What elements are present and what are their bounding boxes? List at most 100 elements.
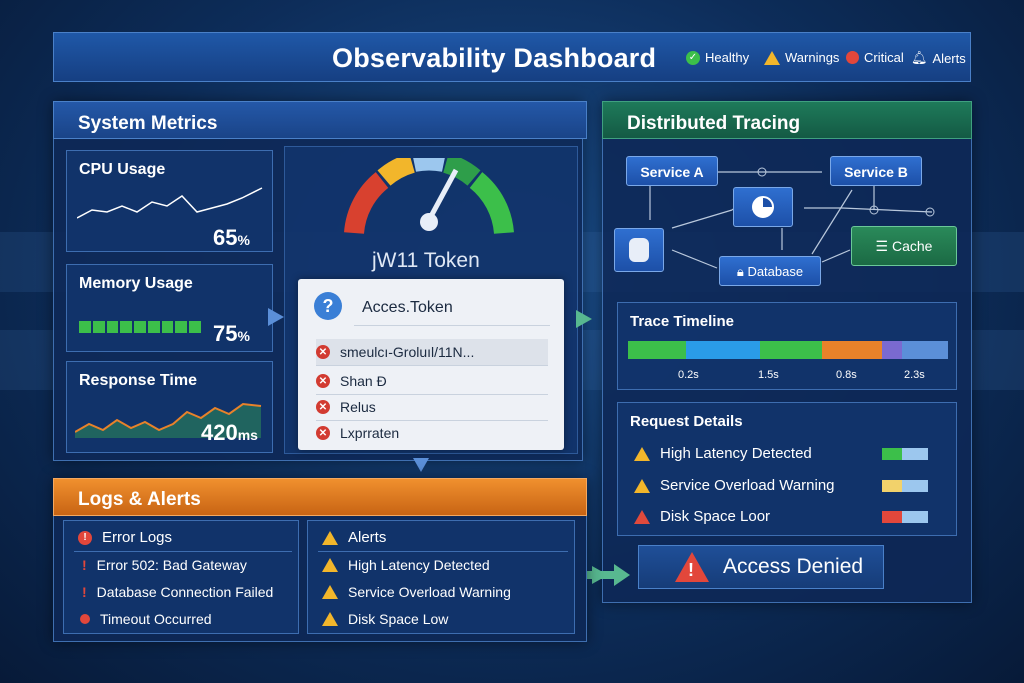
token-row[interactable]: ✕ Lxprraten <box>316 420 548 446</box>
request-detail-item[interactable]: Service Overload Warning <box>634 477 835 494</box>
response-time-label: Response Time <box>79 372 197 389</box>
token-row-text: Relus <box>340 399 376 415</box>
alert-entry-text: Disk Space Low <box>348 611 449 627</box>
memory-usage-card[interactable]: Memory Usage 75% <box>66 264 273 352</box>
exclamation-icon: ! <box>82 584 87 600</box>
help-icon[interactable]: ? <box>314 292 342 320</box>
status-bar <box>882 480 928 492</box>
cache-icon: ☰ <box>875 238 892 254</box>
flow-arrow-shaft <box>586 571 616 579</box>
alerts-title: Alerts <box>348 529 387 546</box>
trace-timeline-card[interactable]: Trace Timeline 0.2s 1.5s 0.8s 2.3s <box>617 302 957 390</box>
divider <box>74 551 292 552</box>
error-dot-icon: ! <box>78 530 92 545</box>
timeline-tick: 0.8s <box>836 369 857 381</box>
warning-icon <box>322 530 338 545</box>
log-entry[interactable]: ! Database Connection Failed <box>82 584 273 600</box>
alerts-title-row: Alerts <box>322 529 386 546</box>
memory-usage-value: 75% <box>213 321 250 346</box>
database-node[interactable]: 🔒︎ Database <box>719 256 821 286</box>
token-row[interactable]: ✕ smeulcı-Groluıl/11N... <box>316 339 548 366</box>
token-row[interactable]: ✕ Relus <box>316 394 548 421</box>
alerts-card[interactable]: Alerts High Latency Detected Service Ove… <box>307 520 575 634</box>
token-row[interactable]: ✕ Shan Ð <box>316 368 548 395</box>
cpu-usage-card[interactable]: CPU Usage 65% <box>66 150 273 252</box>
service-a-node[interactable]: Service A <box>626 156 718 186</box>
error-triangle-icon <box>634 509 650 524</box>
page-title: Observability Dashboard <box>332 43 657 73</box>
storage-node[interactable] <box>614 228 664 272</box>
alert-entry[interactable]: Disk Space Low <box>322 611 448 627</box>
error-logs-title-row: ! Error Logs <box>78 529 172 546</box>
exclamation-icon: ! <box>82 557 87 573</box>
check-icon: ✓ <box>686 50 700 65</box>
timeline-tick: 1.5s <box>758 369 779 381</box>
log-entry-text: Error 502: Bad Gateway <box>96 557 247 573</box>
legend-label: Alerts <box>932 50 966 66</box>
flow-arrow <box>268 308 284 326</box>
response-sparkline <box>75 402 262 438</box>
legend-label: Warnings <box>785 50 840 65</box>
memory-progress-bar <box>79 321 202 333</box>
legend-critical[interactable]: Critical <box>846 50 904 65</box>
legend-warnings[interactable]: Warnings <box>764 50 839 65</box>
request-details-card[interactable]: Request Details High Latency Detected Se… <box>617 402 957 536</box>
service-b-node[interactable]: Service B <box>830 156 922 186</box>
legend-healthy[interactable]: ✓ Healthy <box>686 50 749 65</box>
legend-label: Critical <box>864 50 904 65</box>
log-entry-text: Database Connection Failed <box>96 584 274 600</box>
timeout-icon <box>80 614 90 624</box>
warning-icon <box>322 585 338 599</box>
request-detail-text: Service Overload Warning <box>660 477 835 494</box>
access-denied-text: Access Denied <box>723 555 864 578</box>
response-time-card[interactable]: Response Time 420ms <box>66 361 273 453</box>
error-x-icon: ✕ <box>316 345 330 359</box>
database-icon <box>629 238 649 262</box>
alert-entry-text: Service Overload Warning <box>348 584 511 600</box>
critical-dot-icon <box>846 51 859 64</box>
request-detail-item[interactable]: High Latency Detected <box>634 445 812 462</box>
access-denied-banner[interactable]: ! Access Denied <box>638 545 884 589</box>
bell-icon: 🔔︎ <box>911 50 928 65</box>
warning-icon <box>634 446 650 461</box>
down-arrow-icon <box>413 458 429 472</box>
dashboard-header: Observability Dashboard ✓ Healthy Warnin… <box>53 32 971 82</box>
system-metrics-header: System Metrics <box>53 101 587 139</box>
pie-chart-icon <box>752 196 774 218</box>
log-entry[interactable]: Timeout Occurred <box>80 611 212 627</box>
analytics-node[interactable] <box>733 187 793 227</box>
legend-alerts[interactable]: 🔔︎ Alerts <box>911 50 966 66</box>
trace-timeline-bar <box>628 341 948 359</box>
request-detail-text: Disk Space Loor <box>660 508 771 525</box>
timeline-tick: 0.2s <box>678 369 699 381</box>
token-row-text: Shan Ð <box>340 373 387 389</box>
token-heading: jW11 Token <box>372 249 480 272</box>
status-bar <box>882 448 928 460</box>
trace-timeline-title: Trace Timeline <box>630 313 734 330</box>
log-entry[interactable]: ! Error 502: Bad Gateway <box>82 557 247 573</box>
database-label: Database <box>747 264 804 279</box>
logs-alerts-header: Logs & Alerts <box>53 478 587 516</box>
warning-icon <box>322 558 338 572</box>
lock-icon: 🔒︎ <box>736 264 748 279</box>
distributed-tracing-header: Distributed Tracing <box>602 101 972 139</box>
alert-entry-text: High Latency Detected <box>348 557 490 573</box>
warning-icon <box>634 478 650 493</box>
cache-node[interactable]: ☰ Cache <box>851 226 957 266</box>
warning-icon <box>322 612 338 626</box>
token-row-text: smeulcı-Groluıl/11N... <box>340 344 475 360</box>
error-logs-card[interactable]: ! Error Logs ! Error 502: Bad Gateway ! Da… <box>63 520 299 634</box>
request-detail-item[interactable]: Disk Space Loor <box>634 508 770 525</box>
request-detail-text: High Latency Detected <box>660 445 812 462</box>
alert-entry[interactable]: Service Overload Warning <box>322 584 511 600</box>
warning-icon <box>764 50 780 65</box>
gauge-icon <box>344 158 514 235</box>
alert-entry[interactable]: High Latency Detected <box>322 557 490 573</box>
memory-usage-label: Memory Usage <box>79 275 193 292</box>
cache-label: Cache <box>891 238 933 254</box>
token-row-text: Lxprraten <box>340 425 400 441</box>
access-token-card[interactable]: ? Acces.Token ✕ smeulcı-Groluıl/11N... ✕ S… <box>298 279 564 450</box>
alert-triangle-icon: ! <box>675 552 709 582</box>
error-x-icon: ✕ <box>316 400 330 414</box>
request-details-title: Request Details <box>630 413 743 430</box>
